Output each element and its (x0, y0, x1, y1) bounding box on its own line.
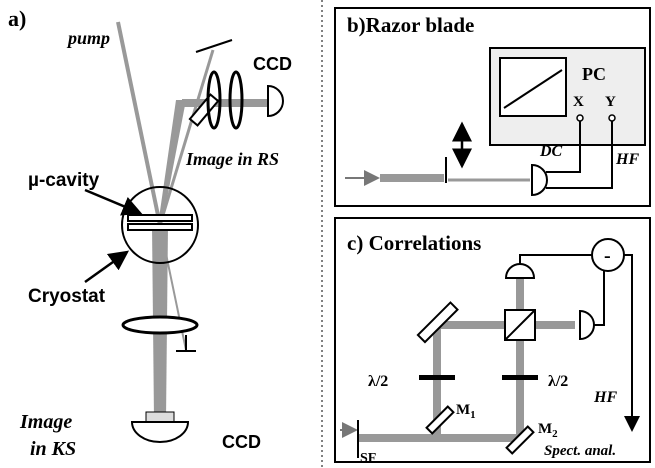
plate-label: λ/2 (548, 373, 568, 390)
image-rs-label: Image in RS (185, 149, 279, 169)
pump-label: pump (66, 28, 110, 48)
panel-title: c) Correlations (347, 231, 481, 255)
mirror-label: M1 (456, 402, 476, 421)
dc-label: DC (539, 143, 563, 160)
panel-c: c) Correlations - λ/2 λ/2 M1 M2 HF Spect… (334, 217, 651, 466)
ccd-label: CCD (253, 54, 292, 74)
panel-a: a) pump CCD Image in RS µ-cavity Cryosta… (8, 6, 292, 460)
mirror-label: M2 (538, 421, 558, 440)
ccd-label: CCD (222, 432, 261, 452)
panel-title: b)Razor blade (347, 13, 474, 37)
port-label: Y (605, 94, 616, 110)
image-ks-label: in KS (30, 438, 76, 460)
minus-label: - (604, 245, 611, 267)
hf-label: HF (615, 151, 639, 168)
pc-label: PC (582, 64, 606, 84)
panel-label: a) (8, 6, 26, 31)
spect-label: Spect. anal. (544, 443, 616, 459)
port-label: X (573, 94, 584, 110)
panel-b: b)Razor blade PC X Y DC HF (334, 7, 651, 207)
sf-label: SF (360, 451, 376, 466)
cavity-label: µ-cavity (28, 170, 100, 191)
image-ks-label: Image (19, 411, 72, 433)
hf-label: HF (593, 389, 617, 406)
plate-label: λ/2 (368, 373, 388, 390)
cryostat-label: Cryostat (28, 286, 106, 307)
